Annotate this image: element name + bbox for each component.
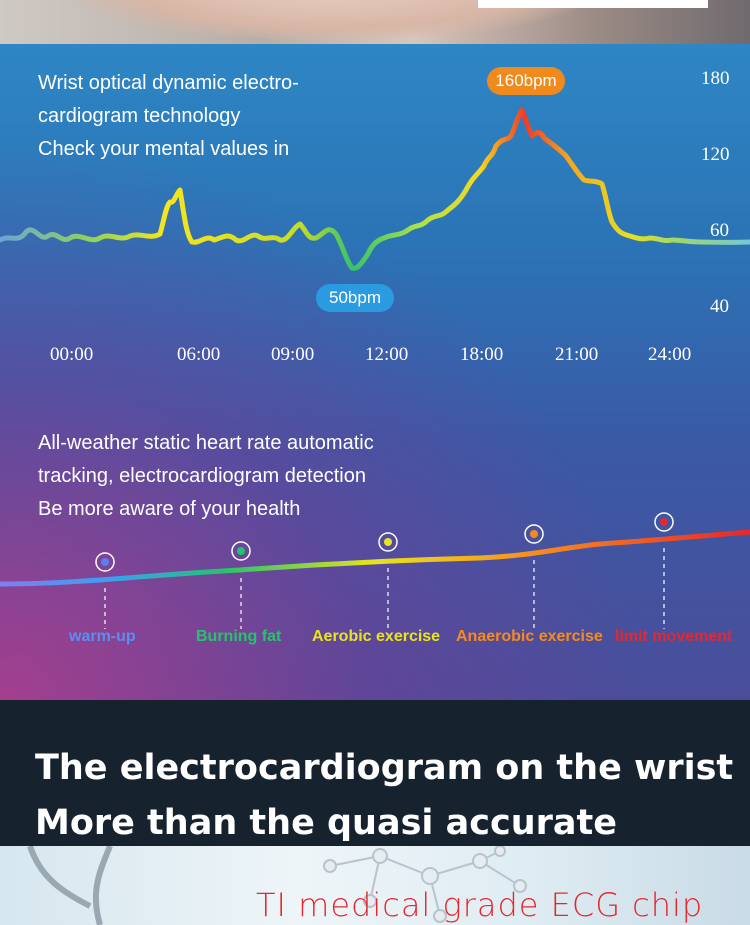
tracking-line-1: All-weather static heart rate automatic (38, 432, 374, 454)
zone-marker-anaerobic (524, 524, 544, 629)
y-tick-label: 60 (710, 220, 729, 241)
y-tick-label: 40 (710, 296, 729, 317)
x-tick-label: 18:00 (460, 344, 504, 365)
peak-label: 160bpm (487, 67, 565, 95)
zone-label-warm-up: warm-up (69, 628, 136, 645)
heart-rate-chart (0, 107, 750, 629)
zone-gradient-line (0, 529, 750, 587)
zone-label-aerobic: Aerobic exercise (312, 628, 441, 645)
y-tick-label: 120 (701, 144, 730, 165)
tracking-line-2: tracking, electrocardiogram detection (38, 465, 366, 487)
x-tick-label: 09:00 (271, 344, 315, 365)
zone-marker-limit (654, 512, 674, 629)
low-label: 50bpm (316, 284, 394, 312)
bottom-molecule-photo: TI medical grade ECG chip (0, 846, 750, 925)
molecule-illustration (27, 846, 527, 925)
headline-line-2: More than the quasi accurate (35, 803, 617, 843)
intro-line-2: cardiogram technology (38, 105, 241, 127)
x-tick-label: 06:00 (177, 344, 221, 365)
headline-line-1: The electrocardiogram on the wrist (35, 748, 734, 788)
y-tick-label: 180 (701, 68, 730, 89)
chip-caption: TI medical grade ECG chip (256, 886, 704, 924)
zone-label-anaerobic: Anaerobic exercise (456, 628, 603, 645)
x-tick-label: 12:00 (365, 344, 409, 365)
white-band (478, 0, 708, 8)
zone-marker-warm-up (95, 552, 115, 629)
x-tick-label: 21:00 (555, 344, 599, 365)
zone-marker-aerobic (378, 532, 398, 629)
x-tick-label: 00:00 (50, 344, 94, 365)
top-hand-photo (0, 0, 750, 44)
x-tick-label: 24:00 (648, 344, 692, 365)
ecg-line (0, 107, 750, 271)
zone-label-burning-fat: Burning fat (196, 628, 282, 645)
intro-line-1: Wrist optical dynamic electro- (38, 72, 299, 94)
tracking-line-3: Be more aware of your health (38, 498, 301, 520)
intro-text: Wrist optical dynamic electro- cardiogra… (38, 67, 299, 166)
heart-rate-panel: Wrist optical dynamic electro- cardiogra… (0, 44, 750, 700)
intro-line-3: Check your mental values in (38, 138, 290, 160)
headline-band: The electrocardiogram on the wrist More … (0, 700, 750, 846)
tracking-text: All-weather static heart rate automatic … (38, 427, 374, 526)
zone-marker-burning-fat (231, 541, 251, 629)
zone-label-limit: limit movement (615, 628, 733, 645)
